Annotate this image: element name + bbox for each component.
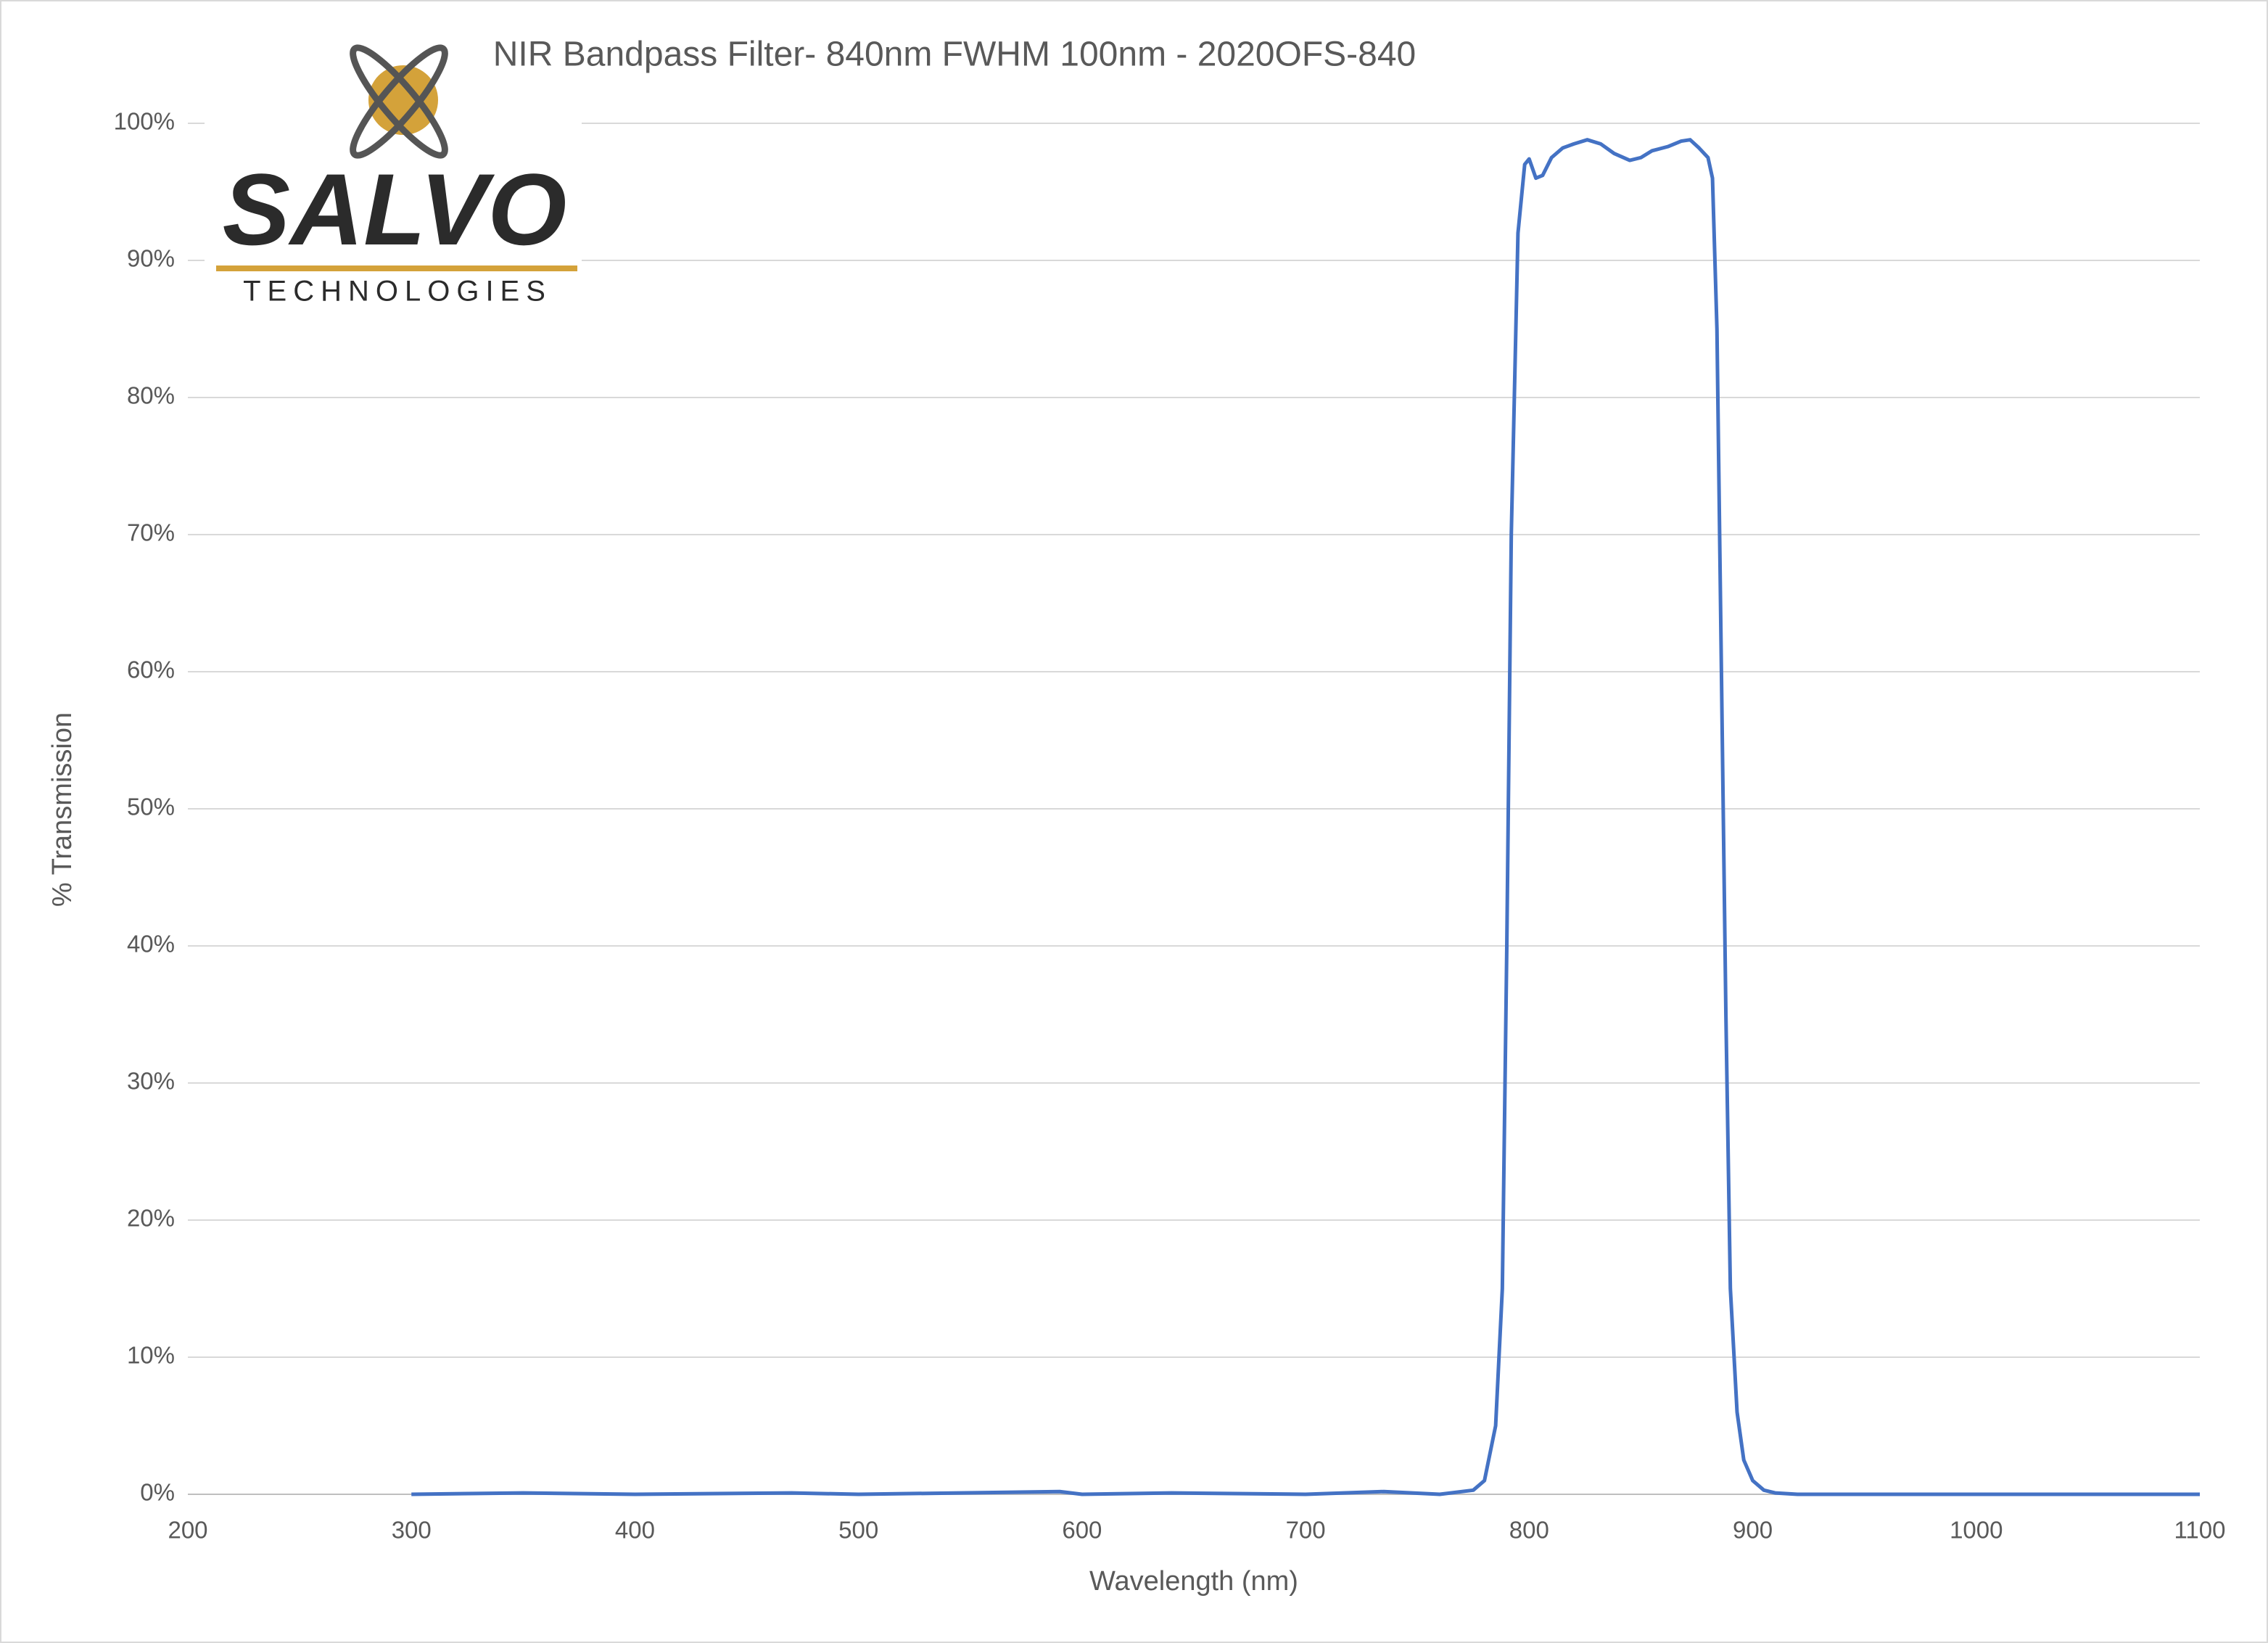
y-tick-label: 30% — [127, 1068, 175, 1095]
logo-background — [205, 120, 582, 312]
y-axis-title: % Transmission — [47, 712, 78, 907]
y-tick-label: 60% — [127, 656, 175, 683]
y-tick-label: 40% — [127, 931, 175, 958]
x-axis-title: Wavelength (nm) — [1089, 1566, 1298, 1597]
logo-name: SALVO — [223, 152, 567, 266]
y-tick-label: 100% — [114, 108, 175, 135]
logo-tagline: TECHNOLOGIES — [243, 276, 552, 308]
y-tick-label: 0% — [140, 1479, 175, 1506]
x-tick-label: 700 — [1286, 1517, 1326, 1544]
plot-area: 0% 10% 20% 30% 40% 50% 60% 70% 80% 90% 100% 200 300 4… — [114, 108, 2226, 1544]
x-tick-label: 500 — [838, 1517, 878, 1544]
chart-title: NIR Bandpass Filter- 840nm FWHM 100nm - … — [493, 36, 1416, 74]
x-tick-label: 600 — [1062, 1517, 1102, 1544]
y-tick-label: 90% — [127, 245, 175, 272]
x-tick-label: 900 — [1733, 1517, 1773, 1544]
logo-rule — [216, 265, 577, 271]
x-tick-label: 200 — [168, 1517, 207, 1544]
x-tick-label: 400 — [615, 1517, 655, 1544]
y-tick-label: 80% — [127, 382, 175, 409]
x-tick-label: 1100 — [2174, 1517, 2226, 1544]
x-tick-label: 800 — [1509, 1517, 1549, 1544]
logo: SALVO TECHNOLOGIES — [205, 44, 582, 312]
logo-orbit — [350, 44, 448, 159]
y-tick-label: 50% — [127, 794, 175, 820]
data-line — [411, 138, 2200, 1496]
logo-orbit — [350, 44, 448, 159]
logo-circle — [368, 65, 438, 135]
x-tick-label: 1000 — [1950, 1517, 2003, 1544]
y-tick-label: 70% — [127, 519, 175, 546]
y-tick-label: 10% — [127, 1342, 175, 1369]
x-tick-label: 300 — [392, 1517, 432, 1544]
y-tick-label: 20% — [127, 1205, 175, 1232]
